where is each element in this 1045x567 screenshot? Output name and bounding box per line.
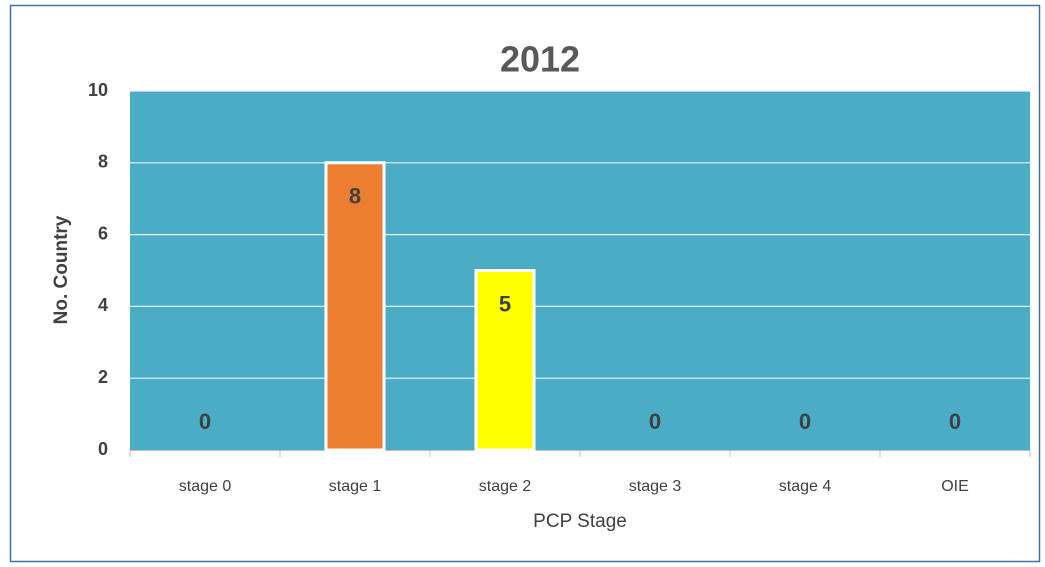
data-label: 8 <box>349 184 361 209</box>
data-label: 0 <box>649 409 661 434</box>
x-tick-label: stage 0 <box>179 478 232 495</box>
y-tick-label: 2 <box>98 367 108 387</box>
y-axis-title: No. Country <box>51 215 72 324</box>
x-tick-label: stage 4 <box>779 478 832 495</box>
x-tick-label: stage 1 <box>329 478 382 495</box>
y-tick-label: 4 <box>98 295 108 315</box>
y-tick-label: 6 <box>98 223 108 243</box>
chart-title: 2012 <box>500 39 580 80</box>
data-label: 0 <box>199 409 211 434</box>
x-tick-label: stage 2 <box>479 478 532 495</box>
bar <box>324 161 386 452</box>
x-tick-label: OIE <box>941 478 969 495</box>
data-label: 0 <box>799 409 811 434</box>
plot-area <box>130 91 1030 450</box>
x-tick-label: stage 3 <box>629 478 682 495</box>
y-tick-label: 10 <box>88 80 108 100</box>
y-tick-label: 8 <box>98 152 108 172</box>
data-label: 5 <box>499 291 511 316</box>
y-tick-label: 0 <box>98 439 108 459</box>
data-label: 0 <box>949 409 961 434</box>
bar <box>474 269 536 452</box>
x-axis-title: PCP Stage <box>533 511 627 532</box>
